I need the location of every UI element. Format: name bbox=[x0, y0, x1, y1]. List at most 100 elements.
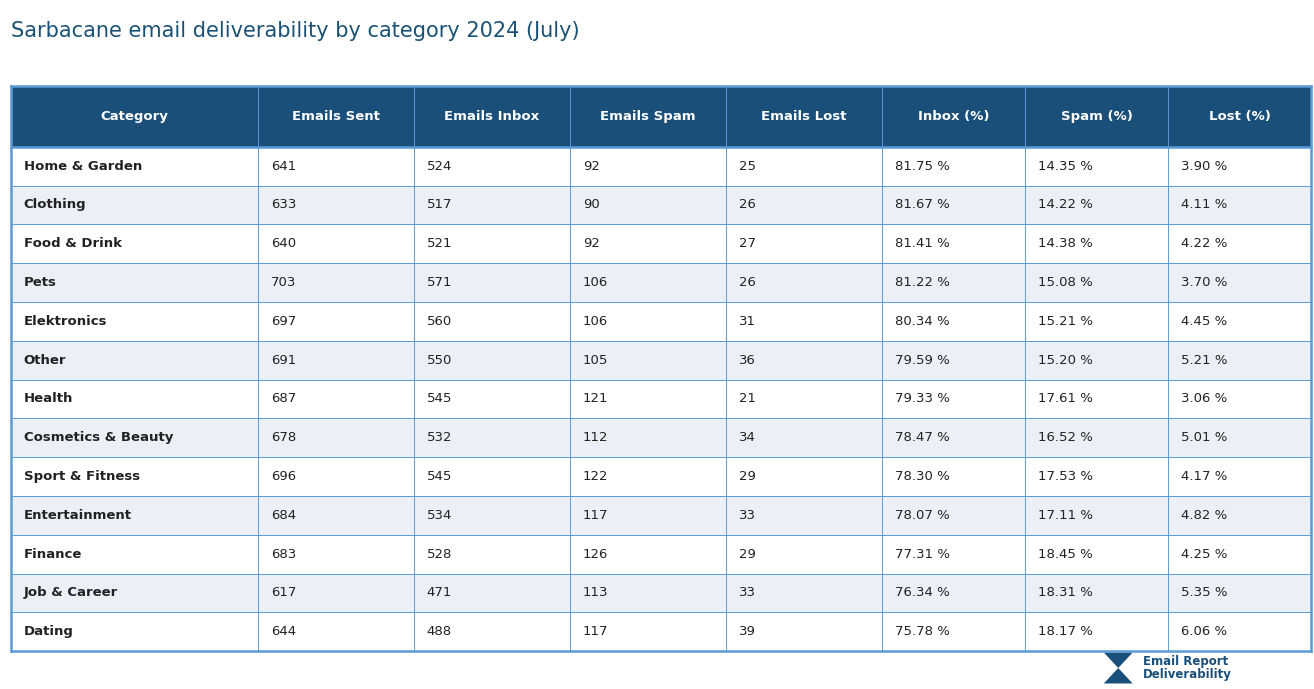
Text: 78.07 %: 78.07 % bbox=[895, 508, 950, 522]
Text: Cosmetics & Beauty: Cosmetics & Beauty bbox=[24, 431, 173, 444]
Text: Job & Career: Job & Career bbox=[24, 586, 118, 599]
Text: Deliverability: Deliverability bbox=[1143, 668, 1233, 681]
Text: 488: 488 bbox=[427, 625, 452, 638]
Text: Finance: Finance bbox=[24, 548, 81, 561]
Text: Emails Sent: Emails Sent bbox=[292, 110, 380, 123]
Text: 691: 691 bbox=[271, 353, 296, 367]
Text: 678: 678 bbox=[271, 431, 296, 444]
Text: 113: 113 bbox=[583, 586, 608, 599]
Text: Emails Lost: Emails Lost bbox=[761, 110, 846, 123]
Text: 517: 517 bbox=[427, 198, 452, 212]
Text: Home & Garden: Home & Garden bbox=[24, 160, 142, 173]
Text: 524: 524 bbox=[427, 160, 452, 173]
Text: 81.41 %: 81.41 % bbox=[895, 237, 950, 250]
Text: 78.30 %: 78.30 % bbox=[895, 470, 950, 483]
Text: 15.21 %: 15.21 % bbox=[1038, 315, 1093, 328]
Text: 81.67 %: 81.67 % bbox=[895, 198, 950, 212]
Text: 79.33 %: 79.33 % bbox=[895, 393, 950, 405]
Text: 75.78 %: 75.78 % bbox=[895, 625, 950, 638]
Text: 25: 25 bbox=[738, 160, 756, 173]
Text: 644: 644 bbox=[271, 625, 296, 638]
Text: 18.17 %: 18.17 % bbox=[1038, 625, 1093, 638]
Text: 17.11 %: 17.11 % bbox=[1038, 508, 1093, 522]
Text: 5.01 %: 5.01 % bbox=[1181, 431, 1227, 444]
Text: Food & Drink: Food & Drink bbox=[24, 237, 121, 250]
Text: 33: 33 bbox=[738, 586, 756, 599]
Text: 17.53 %: 17.53 % bbox=[1038, 470, 1093, 483]
Text: 550: 550 bbox=[427, 353, 452, 367]
Text: 534: 534 bbox=[427, 508, 452, 522]
Text: 18.31 %: 18.31 % bbox=[1038, 586, 1093, 599]
Text: 117: 117 bbox=[583, 508, 608, 522]
Text: 703: 703 bbox=[271, 276, 296, 289]
Text: Sarbacane email deliverability by category 2024 (July): Sarbacane email deliverability by catego… bbox=[11, 21, 579, 41]
Text: Email Report: Email Report bbox=[1143, 655, 1229, 668]
Text: 34: 34 bbox=[738, 431, 756, 444]
Text: 14.22 %: 14.22 % bbox=[1038, 198, 1093, 212]
Text: 684: 684 bbox=[271, 508, 296, 522]
Text: Entertainment: Entertainment bbox=[24, 508, 131, 522]
Text: 4.22 %: 4.22 % bbox=[1181, 237, 1227, 250]
Text: 106: 106 bbox=[583, 276, 608, 289]
Text: 6.06 %: 6.06 % bbox=[1181, 625, 1227, 638]
Text: 21: 21 bbox=[738, 393, 756, 405]
Text: 640: 640 bbox=[271, 237, 296, 250]
Text: 683: 683 bbox=[271, 548, 296, 561]
Text: Other: Other bbox=[24, 353, 66, 367]
Text: 92: 92 bbox=[583, 160, 599, 173]
Text: 26: 26 bbox=[738, 276, 756, 289]
Text: Pets: Pets bbox=[24, 276, 57, 289]
Text: Category: Category bbox=[100, 110, 168, 123]
Text: 29: 29 bbox=[738, 548, 756, 561]
Text: 641: 641 bbox=[271, 160, 296, 173]
Text: 36: 36 bbox=[738, 353, 756, 367]
Text: 4.11 %: 4.11 % bbox=[1181, 198, 1227, 212]
Text: Clothing: Clothing bbox=[24, 198, 87, 212]
Text: Emails Spam: Emails Spam bbox=[600, 110, 695, 123]
Text: 92: 92 bbox=[583, 237, 599, 250]
Text: 27: 27 bbox=[738, 237, 756, 250]
Text: 697: 697 bbox=[271, 315, 296, 328]
Text: 80.34 %: 80.34 % bbox=[895, 315, 950, 328]
Text: 571: 571 bbox=[427, 276, 452, 289]
Text: 617: 617 bbox=[271, 586, 296, 599]
Text: 560: 560 bbox=[427, 315, 452, 328]
Text: 117: 117 bbox=[583, 625, 608, 638]
Text: 76.34 %: 76.34 % bbox=[895, 586, 950, 599]
Text: 545: 545 bbox=[427, 393, 452, 405]
Text: 3.90 %: 3.90 % bbox=[1181, 160, 1227, 173]
Text: 3.70 %: 3.70 % bbox=[1181, 276, 1227, 289]
Text: 17.61 %: 17.61 % bbox=[1038, 393, 1093, 405]
Text: 39: 39 bbox=[738, 625, 756, 638]
Text: 26: 26 bbox=[738, 198, 756, 212]
Text: 122: 122 bbox=[583, 470, 608, 483]
Text: 528: 528 bbox=[427, 548, 452, 561]
Text: Dating: Dating bbox=[24, 625, 74, 638]
Text: Elektronics: Elektronics bbox=[24, 315, 106, 328]
Text: 121: 121 bbox=[583, 393, 608, 405]
Text: 33: 33 bbox=[738, 508, 756, 522]
Text: 532: 532 bbox=[427, 431, 452, 444]
Text: 4.45 %: 4.45 % bbox=[1181, 315, 1227, 328]
Text: 4.17 %: 4.17 % bbox=[1181, 470, 1227, 483]
Text: 31: 31 bbox=[738, 315, 756, 328]
Text: Inbox (%): Inbox (%) bbox=[918, 110, 989, 123]
Text: 78.47 %: 78.47 % bbox=[895, 431, 950, 444]
Text: 3.06 %: 3.06 % bbox=[1181, 393, 1227, 405]
Text: Emails Inbox: Emails Inbox bbox=[444, 110, 539, 123]
Text: Lost (%): Lost (%) bbox=[1209, 110, 1271, 123]
Text: 14.38 %: 14.38 % bbox=[1038, 237, 1093, 250]
Text: 696: 696 bbox=[271, 470, 296, 483]
Text: 471: 471 bbox=[427, 586, 452, 599]
Text: 105: 105 bbox=[583, 353, 608, 367]
Text: 77.31 %: 77.31 % bbox=[895, 548, 950, 561]
Text: 687: 687 bbox=[271, 393, 296, 405]
Text: 15.20 %: 15.20 % bbox=[1038, 353, 1093, 367]
Text: 81.22 %: 81.22 % bbox=[895, 276, 950, 289]
Text: Sport & Fitness: Sport & Fitness bbox=[24, 470, 139, 483]
Text: 545: 545 bbox=[427, 470, 452, 483]
Text: 4.82 %: 4.82 % bbox=[1181, 508, 1227, 522]
Text: 90: 90 bbox=[583, 198, 599, 212]
Text: 81.75 %: 81.75 % bbox=[895, 160, 950, 173]
Text: 5.21 %: 5.21 % bbox=[1181, 353, 1227, 367]
